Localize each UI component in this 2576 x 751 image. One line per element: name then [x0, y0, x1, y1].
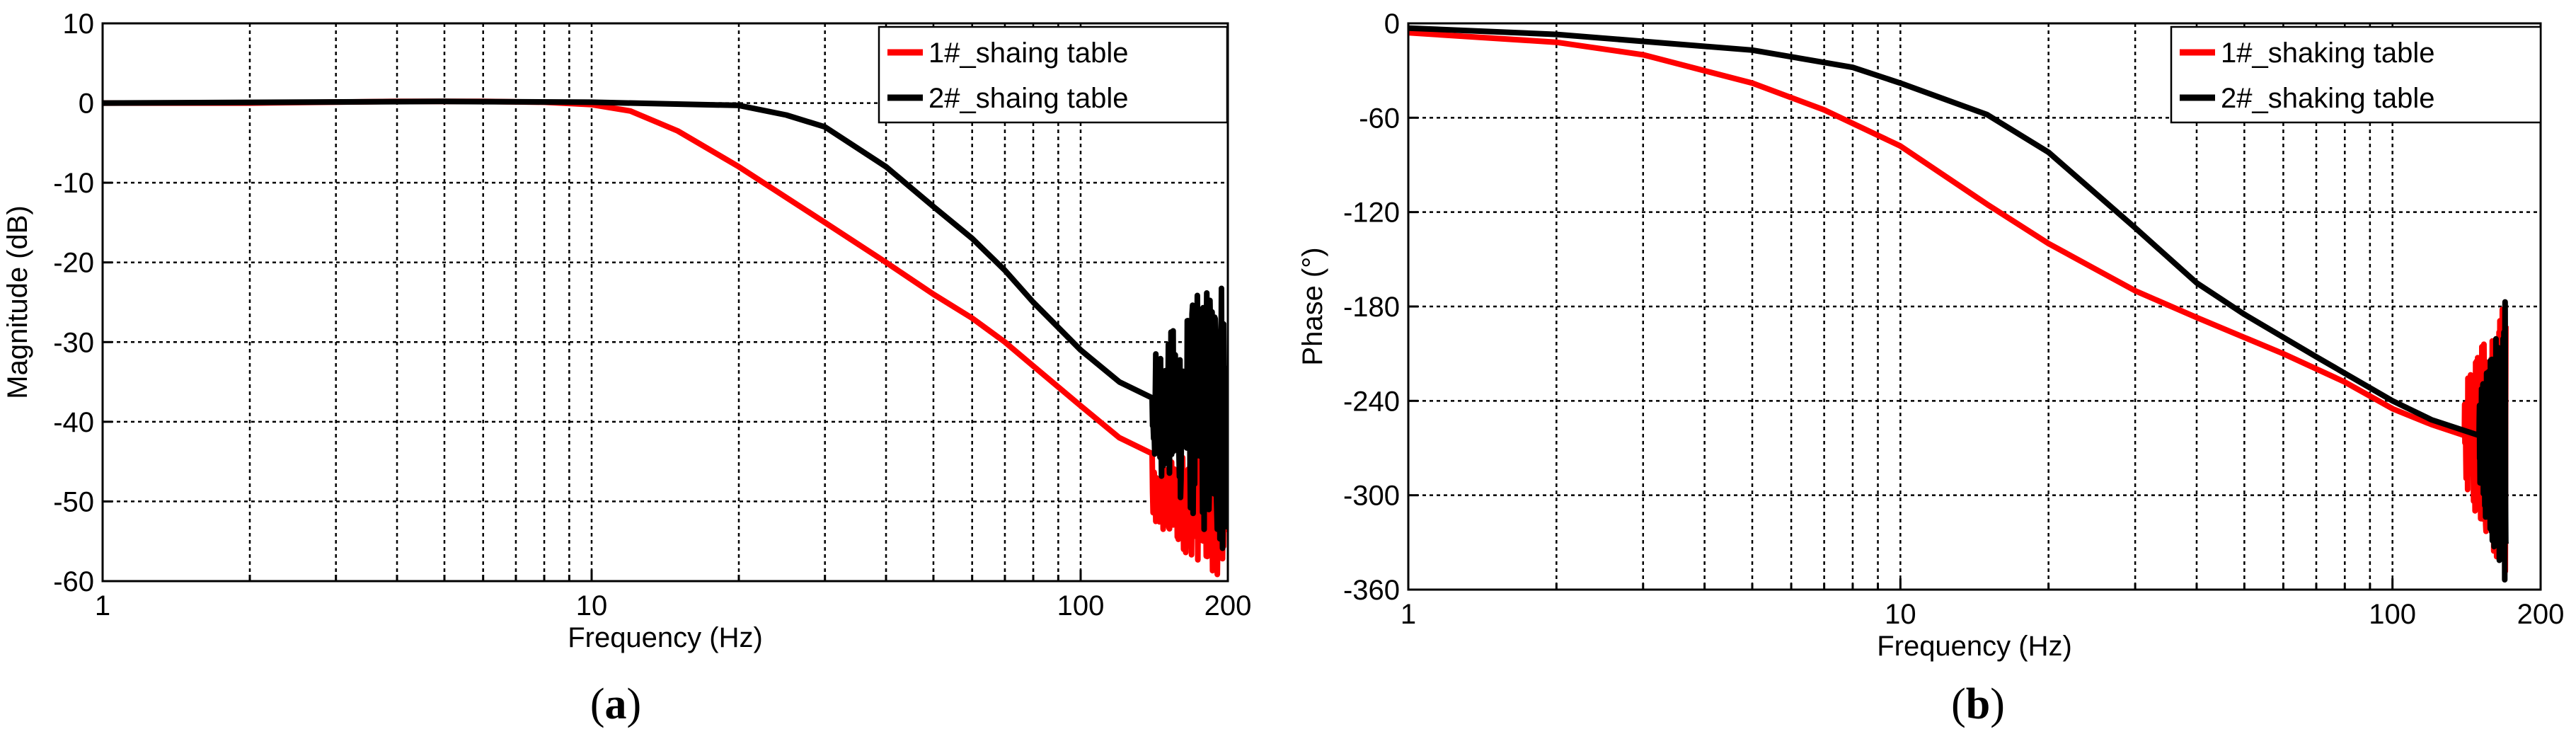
y-tick-label: -360 — [1343, 575, 1400, 606]
x-tick-label: 100 — [2369, 599, 2416, 630]
x-axis-label: Frequency (Hz) — [1877, 631, 2072, 662]
panel-label-open: ( — [590, 680, 605, 728]
panel-a-magnitude-chart: 1 10 100 200100-10-20-30-40-50-60Frequency … — [2, 8, 1251, 728]
x-tick-label: 10 — [576, 590, 608, 621]
panel-label-letter: b — [1966, 680, 1990, 728]
panel-label-letter: a — [605, 680, 627, 728]
y-tick-label: 0 — [79, 88, 94, 120]
panel-label: (a) — [590, 680, 641, 728]
legend-label-1: 1#_shaing table — [928, 38, 1128, 69]
panel-b-phase-chart: 1 10 100 200 0 -60 -120 -180 -240 -300 -360 Frequen… — [1297, 8, 2564, 728]
x-tick-label: 1 — [1401, 599, 1416, 630]
y-tick-label: -10 — [53, 168, 94, 199]
legend-label-2: 2#_shaing table — [928, 83, 1128, 114]
y-tick-label: 10 — [63, 8, 95, 40]
y-tick-label: -40 — [53, 407, 94, 438]
x-tick-label: 1 — [95, 590, 110, 621]
y-tick-label: -300 — [1343, 481, 1400, 512]
panel-label-open: ( — [1951, 680, 1966, 728]
legend-box — [878, 25, 1229, 124]
y-tick-label: 0 — [1384, 8, 1400, 40]
legend: 1#_shaking table 2#_shaking table — [2170, 25, 2542, 124]
y-tick-label: -20 — [53, 248, 94, 279]
y-axis-label: Magnitude (dB) — [2, 205, 33, 399]
legend-label-2: 2#_shaking table — [2221, 83, 2434, 114]
legend-label-1: 1#_shaking table — [2221, 38, 2434, 69]
y-tick-label: -180 — [1343, 292, 1400, 323]
panel-label-close: ) — [627, 680, 642, 728]
x-tick-label: 100 — [1057, 590, 1105, 621]
legend-box — [2170, 25, 2542, 124]
y-tick-label: -60 — [53, 566, 94, 597]
x-tick-label: 10 — [1885, 599, 1916, 630]
panel-label-close: ) — [1990, 680, 2005, 728]
x-axis-label: Frequency (Hz) — [568, 622, 763, 653]
y-tick-label: -60 — [1359, 103, 1400, 134]
legend: 1#_shaing table 2#_shaing table — [878, 25, 1229, 124]
y-tick-label: -120 — [1343, 197, 1400, 229]
panel-label: (b) — [1951, 680, 2005, 728]
series-line-2 — [103, 98, 1228, 551]
axes-frame — [101, 22, 1229, 583]
y-tick-label: -30 — [53, 327, 94, 358]
y-tick-label: -50 — [53, 486, 94, 517]
series-line-2 — [1408, 25, 2509, 583]
y-axis-label: Phase (°) — [1297, 247, 1328, 365]
x-tick-label: 200 — [2517, 599, 2565, 630]
series-line-1 — [103, 98, 1228, 578]
y-tick-label: -240 — [1343, 386, 1400, 417]
x-tick-label: 200 — [1204, 590, 1252, 621]
